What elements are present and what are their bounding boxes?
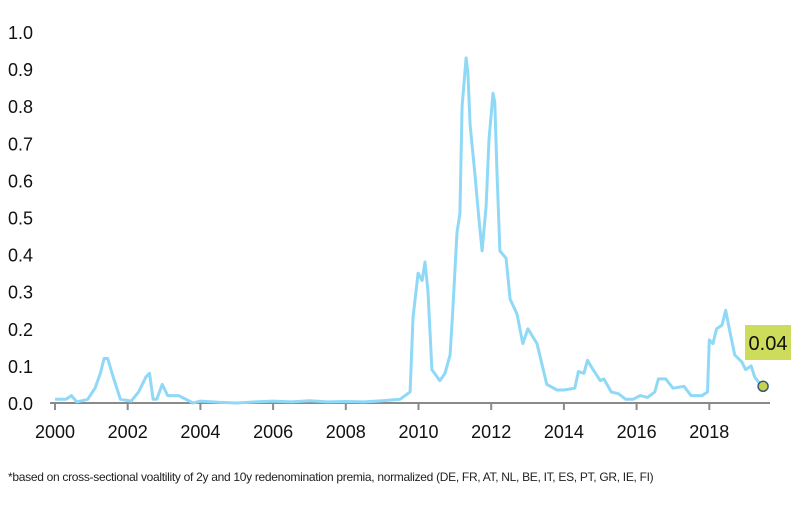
series-layer	[55, 56, 764, 405]
y-tick-label: 0.8	[8, 97, 33, 117]
last-value-marker	[757, 380, 769, 393]
y-axis: 0.0 0.1 0.2 0.3 0.4 0.5 0.6 0.7 0.8 0.9 1.0	[8, 23, 33, 414]
annotation: 0.04	[745, 325, 791, 393]
x-tick-label: 2008	[326, 422, 366, 442]
y-tick-label: 0.3	[8, 283, 33, 303]
footnote: *based on cross-sectional voaltility of …	[8, 470, 654, 484]
x-tick-label: 2006	[253, 422, 293, 442]
x-tick-label: 2016	[617, 422, 657, 442]
y-tick-label: 0.0	[8, 394, 33, 414]
y-tick-label: 1.0	[8, 23, 33, 43]
y-tick-label: 0.6	[8, 171, 33, 191]
y-tick-label: 0.1	[8, 357, 33, 377]
x-tick-label: 2000	[35, 422, 75, 442]
annotation-label: 0.04	[749, 333, 788, 355]
x-tick-label: 2002	[108, 422, 148, 442]
x-tick-label: 2010	[398, 422, 438, 442]
x-tick-label: 2018	[689, 422, 729, 442]
series-line	[55, 56, 764, 405]
x-tick-label: 2004	[180, 422, 220, 442]
annotation-box	[745, 325, 791, 360]
x-tick-label: 2012	[471, 422, 511, 442]
y-tick-label: 0.4	[8, 246, 33, 266]
y-tick-label: 0.5	[8, 209, 33, 229]
x-axis: 2000 2002 2004 2006 2008 2010 2012 2014 2016 2018	[35, 402, 770, 442]
x-tick-label: 2014	[544, 422, 584, 442]
y-tick-label: 0.9	[8, 60, 33, 80]
y-tick-label: 0.7	[8, 134, 33, 154]
line-chart: 0.00.10.20.30.40.50.60.70.80.91.0 2000 20…	[8, 23, 791, 442]
y-tick-label: 0.2	[8, 320, 33, 340]
